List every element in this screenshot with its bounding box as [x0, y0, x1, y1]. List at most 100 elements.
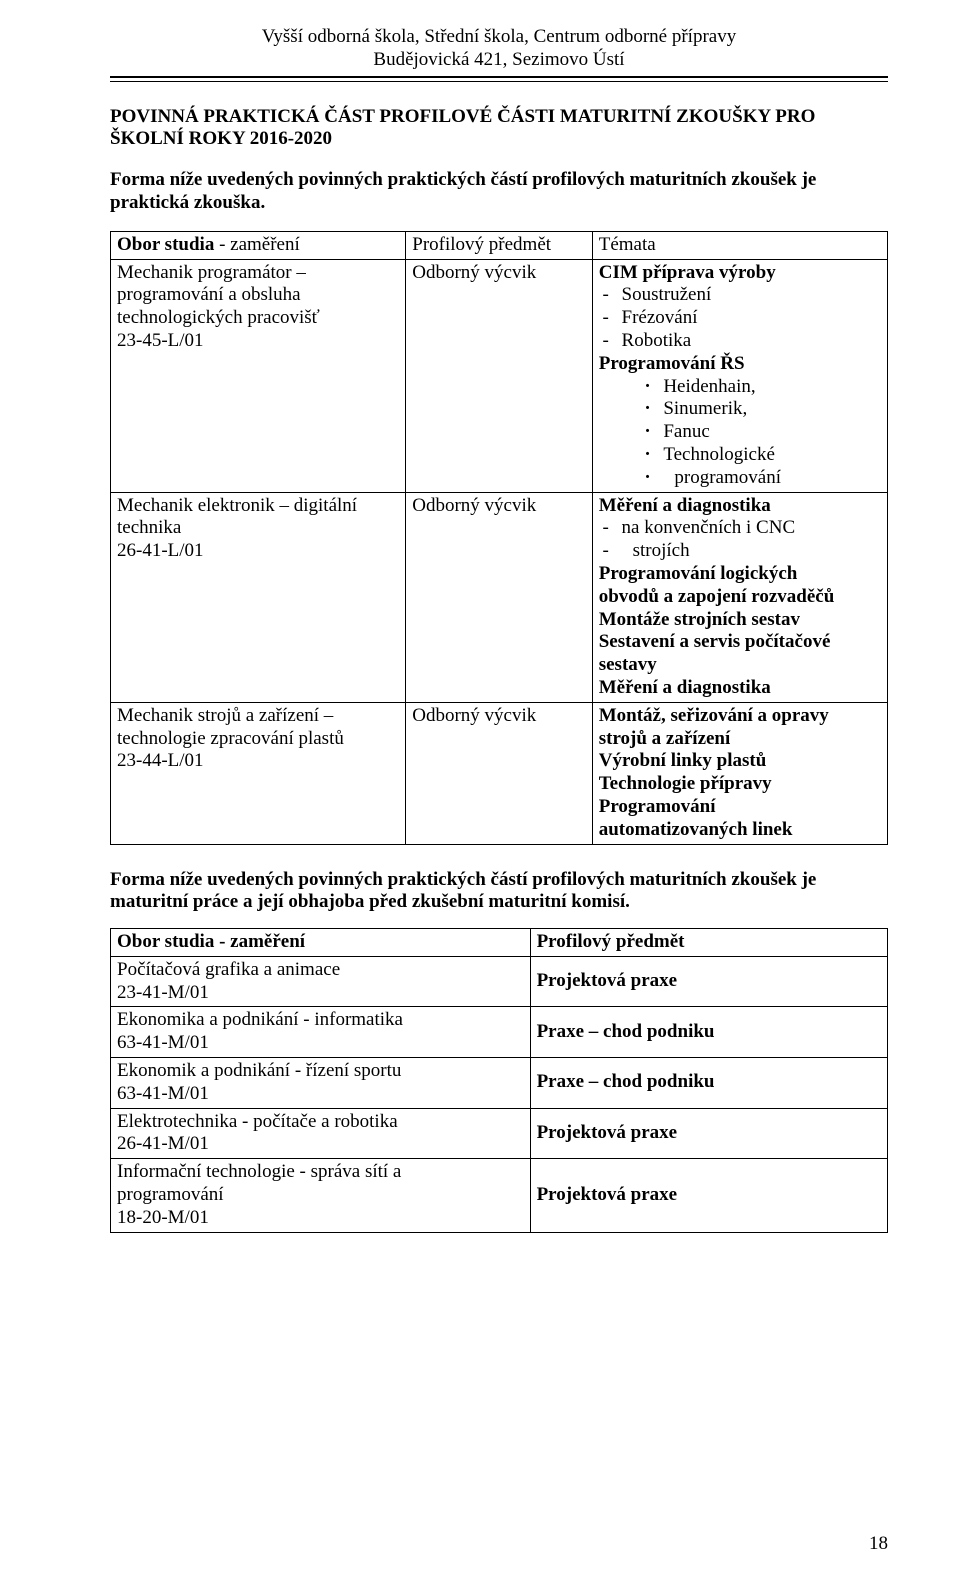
- th-obor-rest: - zaměření: [214, 931, 305, 952]
- topic-bullets: na konvenčních i CNC - strojích: [599, 517, 881, 563]
- obor-line: technologických pracovišť: [117, 307, 399, 330]
- table-header-row: Obor studia - zaměření Profilový předmět: [111, 929, 888, 957]
- topic-bold-line: Montáž, seřizování a opravy: [599, 705, 881, 728]
- topic-bold-line: strojů a zařízení: [599, 728, 881, 751]
- mid-line-1: Forma níže uvedených povinných praktický…: [110, 869, 816, 890]
- cell-obor: Počítačová grafika a animace 23-41-M/01: [111, 956, 531, 1007]
- table-row: Mechanik programátor – programování a ob…: [111, 259, 888, 492]
- topic-bold-line: Programování: [599, 796, 881, 819]
- obor-line: 26-41-M/01: [117, 1133, 524, 1156]
- obor-line: technologie zpracování plastů: [117, 728, 399, 751]
- obor-line: 23-44-L/01: [117, 750, 399, 773]
- cell-predmet: Odborný výcvik: [406, 259, 592, 492]
- school-address: Budějovická 421, Sezimovo Ústí: [110, 49, 888, 72]
- obor-line: 63-41-M/01: [117, 1032, 524, 1055]
- topic-bold-line: automatizovaných linek: [599, 819, 881, 842]
- title-line-1: POVINNÁ PRAKTICKÁ ČÁST PROFILOVÉ ČÁSTI M…: [110, 106, 888, 129]
- cell-predmet: Odborný výcvik: [406, 492, 592, 702]
- dot-item: Technologické: [663, 444, 881, 467]
- cell-obor: Mechanik programátor – programování a ob…: [111, 259, 406, 492]
- topic-lead: CIM příprava výroby: [599, 262, 881, 285]
- cell-predmet: Projektová praxe: [530, 1159, 887, 1232]
- obor-line: Mechanik strojů a zařízení –: [117, 705, 399, 728]
- school-name: Vyšší odborná škola, Střední škola, Cent…: [110, 26, 888, 49]
- school-header: Vyšší odborná škola, Střední škola, Cent…: [110, 26, 888, 82]
- th-predmet: Profilový předmět: [530, 929, 887, 957]
- th-obor: Obor studia - zaměření: [111, 929, 531, 957]
- table-practice: Obor studia - zaměření Profilový předmět…: [110, 928, 888, 1233]
- table-header-obor: Obor studia - zaměření: [111, 231, 406, 259]
- dot-item-cont-text: programování: [674, 467, 781, 488]
- table-row: Elektrotechnika - počítače a robotika 26…: [111, 1108, 888, 1159]
- cell-obor: Ekonomik a podnikání - řízení sportu 63-…: [111, 1058, 531, 1109]
- dot-item: Heidenhain,: [663, 376, 881, 399]
- obor-line: Mechanik programátor –: [117, 262, 399, 285]
- intro-paragraph: Forma níže uvedených povinných praktický…: [110, 169, 888, 215]
- obor-line: programování: [117, 1184, 524, 1207]
- dot-item-continuation: · programování: [663, 467, 881, 490]
- table-row: Mechanik elektronik – digitální technika…: [111, 492, 888, 702]
- obor-line: programování a obsluha: [117, 284, 399, 307]
- obor-line: 23-41-M/01: [117, 982, 524, 1005]
- table-row: Počítačová grafika a animace 23-41-M/01 …: [111, 956, 888, 1007]
- cell-obor: Elektrotechnika - počítače a robotika 26…: [111, 1108, 531, 1159]
- topic-bold-line: Technologie přípravy: [599, 773, 881, 796]
- cell-topics: CIM příprava výroby Soustružení Frézován…: [592, 259, 887, 492]
- cell-obor: Informační technologie - správa sítí a p…: [111, 1159, 531, 1232]
- topic-bold-line: Programování logických: [599, 563, 881, 586]
- cell-obor: Mechanik strojů a zařízení – technologie…: [111, 702, 406, 844]
- cell-topics: Měření a diagnostika na konvenčních i CN…: [592, 492, 887, 702]
- bullet-item: Robotika: [622, 330, 881, 353]
- table-header-temata: Témata: [592, 231, 887, 259]
- obor-line: 63-41-M/01: [117, 1083, 524, 1106]
- table-row: Informační technologie - správa sítí a p…: [111, 1159, 888, 1232]
- topic-subheading: Programování ŘS: [599, 353, 881, 376]
- page: Vyšší odborná škola, Střední škola, Cent…: [0, 0, 960, 1580]
- bullet-item: Frézování: [622, 307, 881, 330]
- obor-line: technika: [117, 517, 399, 540]
- bullet-item-continuation: - strojích: [622, 540, 881, 563]
- table-header-predmet: Profilový předmět: [406, 231, 592, 259]
- obor-line: 23-45-L/01: [117, 330, 399, 353]
- obor-line: 18-20-M/01: [117, 1207, 524, 1230]
- th-obor-bold: Obor studia: [117, 931, 214, 952]
- cell-topics: Montáž, seřizování a opravy strojů a zař…: [592, 702, 887, 844]
- dot-item: Fanuc: [663, 421, 881, 444]
- mid-paragraph: Forma níže uvedených povinných praktický…: [110, 869, 888, 915]
- obor-line: 26-41-L/01: [117, 540, 399, 563]
- obor-line: Ekonomika a podnikání - informatika: [117, 1009, 524, 1032]
- topic-bold-line: obvodů a zapojení rozvaděčů: [599, 586, 881, 609]
- topic-lead-bold: CIM: [599, 262, 638, 283]
- table-header-row: Obor studia - zaměření Profilový předmět…: [111, 231, 888, 259]
- cell-predmet: Praxe – chod podniku: [530, 1007, 887, 1058]
- cell-obor: Ekonomika a podnikání - informatika 63-4…: [111, 1007, 531, 1058]
- cell-predmet: Projektová praxe: [530, 1108, 887, 1159]
- topic-lead: Měření a diagnostika: [599, 495, 881, 518]
- page-number: 18: [869, 1533, 888, 1556]
- intro-line-2: praktická zkouška.: [110, 192, 265, 213]
- topic-bullets: Soustružení Frézování Robotika: [599, 284, 881, 352]
- cell-obor: Mechanik elektronik – digitální technika…: [111, 492, 406, 702]
- header-rule: [110, 76, 888, 82]
- obor-line: Ekonomik a podnikání - řízení sportu: [117, 1060, 524, 1083]
- bullet-item: na konvenčních i CNC: [622, 517, 881, 540]
- obor-line: Informační technologie - správa sítí a: [117, 1161, 524, 1184]
- bullet-cont-text: strojích: [633, 540, 690, 561]
- intro-line-1: Forma níže uvedených povinných praktický…: [110, 169, 816, 190]
- cell-predmet: Projektová praxe: [530, 956, 887, 1007]
- document-title: POVINNÁ PRAKTICKÁ ČÁST PROFILOVÉ ČÁSTI M…: [110, 106, 888, 152]
- cell-predmet: Praxe – chod podniku: [530, 1058, 887, 1109]
- cell-predmet: Odborný výcvik: [406, 702, 592, 844]
- topic-bold-line: Sestavení a servis počítačové: [599, 631, 881, 654]
- table-subjects: Obor studia - zaměření Profilový předmět…: [110, 231, 888, 845]
- bullet-item: Soustružení: [622, 284, 881, 307]
- topic-dot-list: Heidenhain, Sinumerik, Fanuc Technologic…: [599, 376, 881, 490]
- topic-lead-rest: příprava výroby: [638, 262, 776, 283]
- th-obor-rest: - zaměření: [214, 234, 299, 255]
- dot-item: Sinumerik,: [663, 398, 881, 421]
- obor-line: Počítačová grafika a animace: [117, 959, 524, 982]
- table-row: Ekonomik a podnikání - řízení sportu 63-…: [111, 1058, 888, 1109]
- mid-line-2: maturitní práce a její obhajoba před zku…: [110, 891, 630, 912]
- obor-line: Mechanik elektronik – digitální: [117, 495, 399, 518]
- th-obor-bold: Obor studia: [117, 234, 214, 255]
